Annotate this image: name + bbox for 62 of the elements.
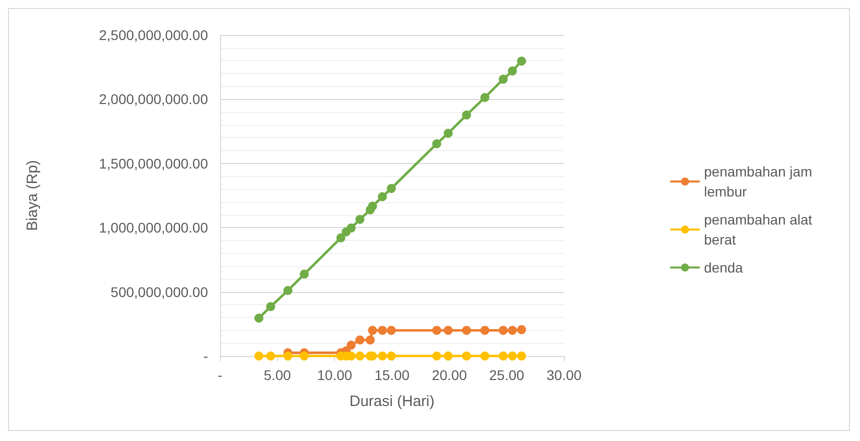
point [266,302,276,312]
point [355,214,364,224]
point [386,326,396,335]
point [386,352,396,360]
point [462,326,472,335]
point [508,352,517,360]
point [254,314,264,323]
point [432,139,442,148]
point [368,202,378,211]
point [462,352,472,360]
point [498,326,508,335]
point [444,326,453,335]
point [480,326,490,335]
point [480,93,490,102]
legend-label: penambahan jam lembur [704,164,816,200]
point [508,326,517,335]
point [355,335,364,344]
point [480,352,490,360]
x-tick-label: 25.00 [489,367,524,383]
point [386,184,396,193]
point [346,223,356,232]
y-tick-label: 2,500,000,000.00 [99,27,208,43]
point [254,352,264,360]
point [346,340,356,350]
y-tick-label: 1,500,000,000.00 [99,155,208,172]
y-axis-title: Biaya (Rp) [24,160,41,231]
x-tick-label: 5.00 [264,367,292,383]
legend-label: denda [704,260,744,276]
point [266,352,276,360]
point [378,352,387,360]
x-axis-title: Durasi (Hari) [349,393,435,410]
point [517,325,526,334]
point [378,326,387,335]
point [366,335,375,344]
point [432,326,442,335]
point [300,270,309,279]
point [498,74,508,84]
legend-label: penambahan alat berat [704,212,816,248]
point [432,352,442,360]
point [368,326,378,335]
point [444,352,453,360]
point [498,352,508,360]
x-tick-label: 30.00 [546,367,582,383]
point [378,192,387,202]
y-tick-label: 2,000,000,000.00 [99,91,208,108]
x-tick-label: - [218,367,223,383]
x-tick-label: 15.00 [374,367,410,383]
point [283,352,292,360]
point [300,352,309,360]
point [508,66,517,76]
x-tick-label: 20.00 [432,367,468,383]
point [462,110,472,120]
point [336,233,346,242]
point [444,128,453,138]
point [355,352,364,360]
point [517,352,526,360]
y-tick-label: - [203,348,208,364]
y-tick-label: 500,000,000.00 [110,284,208,300]
point [517,56,526,66]
x-tick-label: 10.00 [317,367,352,383]
y-tick-label: 1,000,000,000.00 [99,220,208,236]
point [283,286,292,296]
